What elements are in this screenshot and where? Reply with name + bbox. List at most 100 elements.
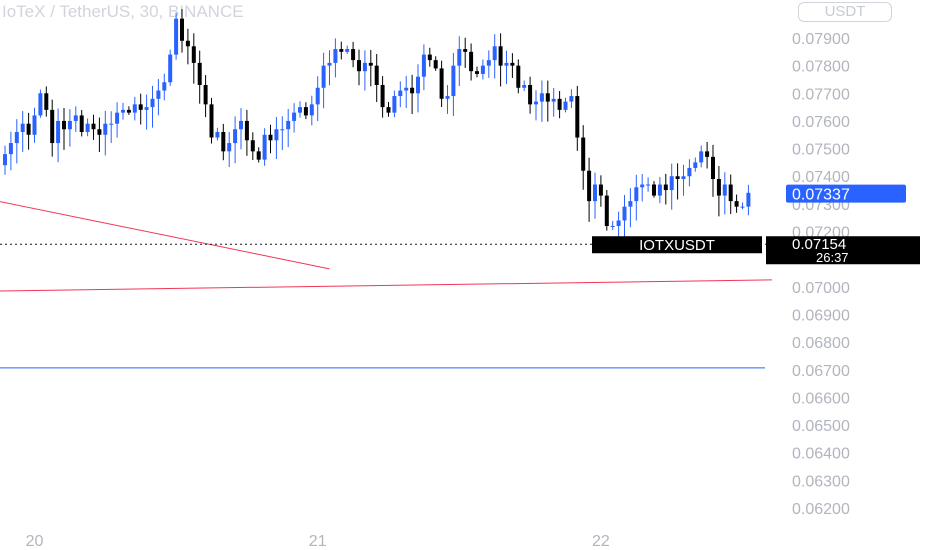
candle	[528, 76, 533, 114]
price-tick-label: 0.06600	[792, 390, 850, 407]
candle	[557, 91, 562, 119]
candle-body	[598, 184, 603, 196]
candle	[20, 111, 25, 152]
candle-body	[256, 151, 261, 160]
candle-body	[504, 62, 509, 66]
candle-body	[486, 60, 491, 66]
candle	[215, 127, 220, 141]
time-axis[interactable]: 20 21 22	[26, 533, 610, 550]
candle	[209, 97, 214, 144]
candle-body	[498, 46, 503, 66]
candle	[604, 190, 609, 231]
candle-body	[445, 96, 450, 99]
candle	[669, 163, 674, 210]
candle	[180, 9, 184, 53]
price-tick-label: 0.06500	[792, 418, 850, 435]
candle	[239, 108, 243, 150]
candle	[315, 76, 320, 121]
candle	[722, 172, 727, 215]
candle	[716, 166, 721, 217]
candle-body	[362, 62, 367, 72]
candle-body	[126, 109, 131, 113]
candle-body	[569, 96, 574, 102]
candle-body	[398, 90, 403, 97]
candle-body	[640, 184, 645, 188]
candle	[374, 53, 379, 103]
candle-body	[634, 187, 639, 202]
candle-body	[156, 90, 161, 99]
candle	[109, 111, 114, 144]
candle	[451, 52, 456, 116]
candle	[386, 101, 391, 117]
candle	[475, 66, 479, 78]
candle	[115, 102, 120, 138]
candle-body	[268, 134, 273, 141]
candle	[203, 75, 208, 118]
candle	[56, 108, 61, 163]
candle-body	[321, 65, 326, 88]
crosshair-price-value: 0.07154	[792, 236, 846, 253]
candle-body	[386, 107, 391, 113]
candle	[303, 102, 308, 120]
candle	[652, 181, 656, 198]
candle	[174, 12, 179, 60]
candle	[534, 90, 538, 121]
candle-body	[191, 46, 196, 63]
candle	[244, 109, 249, 156]
candle	[327, 50, 332, 86]
candle	[392, 90, 397, 118]
candle-body	[610, 226, 615, 227]
candle	[126, 106, 131, 115]
candle	[144, 94, 149, 130]
price-tick-label: 0.06800	[792, 335, 850, 352]
candle-body	[274, 129, 279, 141]
candle-body	[298, 107, 302, 113]
candle-body	[303, 107, 308, 116]
candle-body	[168, 54, 173, 83]
candle	[628, 188, 633, 228]
price-axis[interactable]: 0.07900 0.07800 0.07700 0.07600 0.07500 0.074…	[792, 31, 850, 518]
candle-body	[85, 123, 90, 132]
currency-button[interactable]: USDT	[798, 2, 892, 22]
candle	[539, 80, 544, 122]
candle	[380, 76, 385, 118]
candle-body	[652, 184, 656, 196]
candle	[168, 49, 173, 86]
candle-body	[616, 220, 621, 226]
candle-body	[150, 98, 155, 108]
candle-body	[197, 62, 202, 85]
candle	[8, 131, 13, 171]
candle-body	[109, 123, 114, 125]
candle	[268, 124, 273, 154]
candle-body	[563, 101, 568, 110]
price-tick-label: 0.07700	[792, 86, 850, 103]
candle-body	[162, 82, 167, 91]
candle-body	[622, 206, 627, 221]
candle-body	[132, 104, 137, 113]
candle	[256, 147, 261, 163]
candle	[398, 81, 403, 108]
candle	[3, 145, 7, 175]
candle-body	[516, 65, 521, 88]
candle	[227, 131, 232, 168]
candle	[569, 89, 574, 109]
candle-body	[292, 112, 297, 121]
candle-body	[457, 49, 462, 66]
candle-body	[14, 132, 19, 144]
candle	[233, 116, 238, 164]
candle	[280, 116, 285, 151]
candle-body	[286, 120, 291, 130]
candle-body	[545, 93, 550, 102]
candle-body	[439, 68, 444, 99]
candle-body	[244, 120, 249, 141]
candle-body	[716, 179, 721, 196]
candle-body	[215, 132, 220, 138]
candle-body	[8, 143, 13, 155]
candle-body	[705, 151, 710, 157]
candle	[746, 184, 751, 216]
price-tick-label: 0.06900	[792, 307, 850, 324]
candle	[97, 117, 102, 152]
trend-line-0	[0, 201, 330, 270]
